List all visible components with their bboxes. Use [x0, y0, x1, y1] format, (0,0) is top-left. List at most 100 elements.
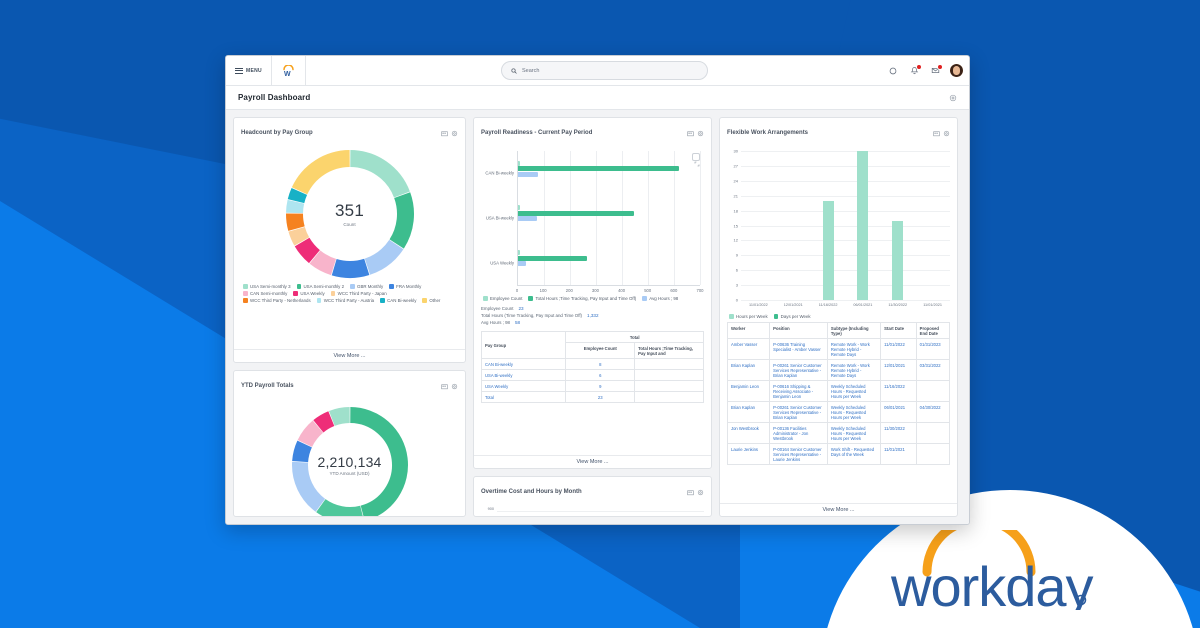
table-cell[interactable]: 11/16/2022 [880, 380, 917, 402]
bar[interactable] [518, 216, 538, 222]
donut-segment[interactable] [349, 150, 410, 198]
table-cell[interactable]: Benjamin Leon [726, 380, 771, 402]
legend-item[interactable]: CAN Bi-weekly [380, 298, 416, 303]
donut-segment[interactable] [328, 407, 350, 426]
table-cell[interactable]: 11/01/2021 [880, 443, 917, 465]
bar[interactable] [822, 200, 834, 300]
legend-item[interactable]: USA Semi-monthly 3 [243, 284, 291, 289]
donut-segment[interactable] [388, 192, 414, 249]
stat-value[interactable]: 23 [518, 306, 524, 311]
table-cell[interactable]: 04/30/2022 [915, 401, 951, 423]
expand-icon[interactable] [692, 153, 700, 166]
donut-segment[interactable] [331, 258, 369, 278]
table-cell[interactable]: 23 [565, 391, 636, 403]
inbox-icon[interactable] [929, 63, 943, 77]
view-more-link[interactable]: View More ... [720, 503, 957, 516]
legend-item[interactable]: Employee Count [483, 296, 522, 301]
legend-item[interactable]: GBR Monthly [350, 284, 383, 289]
chart-type-icon[interactable] [441, 124, 448, 142]
avatar[interactable] [950, 64, 963, 77]
table-cell[interactable]: Total [480, 391, 567, 403]
donut-segment[interactable] [315, 498, 363, 516]
table-cell[interactable]: 01/31/2023 [915, 338, 951, 360]
legend-item[interactable]: CAN Semi-monthly [243, 291, 287, 296]
legend-item[interactable]: USA Semi-monthly 2 [296, 284, 344, 289]
chart-type-icon[interactable] [687, 124, 694, 142]
ytd-donut-chart[interactable]: 2,210,134 YTD Amount (USD) [241, 400, 458, 516]
table-cell[interactable]: 9 [565, 380, 636, 392]
table-cell[interactable]: P-00636 Training Specialist - Amber Vass… [769, 338, 828, 360]
table-cell[interactable]: Remote Work - Work Remote Hybrid - Remot… [826, 359, 882, 381]
table-cell[interactable]: Amber Vasser [726, 338, 771, 360]
table-cell[interactable]: Weekly Scheduled Hours - Requested Hours… [826, 380, 882, 402]
stat-value[interactable]: 1,332 [587, 313, 599, 318]
data-point[interactable] [643, 516, 646, 517]
legend-item[interactable]: Hours per Week [729, 314, 768, 319]
bar[interactable] [518, 160, 521, 166]
chart-type-icon[interactable] [687, 483, 694, 501]
bar[interactable] [518, 250, 521, 256]
chart-type-icon[interactable] [933, 124, 940, 142]
donut-segment[interactable] [285, 199, 304, 214]
legend-item[interactable]: Other [422, 298, 440, 303]
gear-icon[interactable] [451, 124, 458, 142]
bar[interactable] [518, 260, 526, 266]
donut-segment[interactable] [349, 407, 408, 516]
table-cell[interactable]: P-00164 Senior Customer Services Represe… [769, 443, 828, 465]
bar[interactable] [518, 210, 635, 216]
flexible-work-bar-chart[interactable]: 30 27 24 21 18 15 12 9 6 3 0 11/01/2022 12/01/2021 11… [727, 147, 950, 313]
view-more-link[interactable]: View More ... [234, 349, 465, 362]
table-cell[interactable]: P-00261 Senior Customer Services Represe… [769, 359, 828, 381]
table-cell[interactable]: Jon Westbrook [726, 422, 771, 444]
table-cell[interactable]: 8 [565, 358, 636, 370]
bar[interactable] [518, 255, 588, 261]
table-cell[interactable]: USA Bi-weekly [480, 369, 567, 381]
bar[interactable] [857, 151, 869, 300]
gear-icon[interactable] [697, 483, 704, 501]
bar[interactable] [518, 205, 520, 211]
gear-icon[interactable] [943, 124, 950, 142]
legend-item[interactable]: FRA Monthly [389, 284, 421, 289]
menu-button[interactable]: MENU [226, 56, 272, 85]
table-cell[interactable]: USA Weekly [480, 380, 567, 392]
table-cell[interactable]: Brian Kaplan [726, 359, 771, 381]
table-cell[interactable]: P-00261 Senior Customer Services Represe… [769, 401, 828, 423]
bar[interactable] [518, 171, 539, 177]
stat-value[interactable]: 58 [514, 320, 521, 325]
data-point[interactable] [690, 516, 693, 517]
table-cell[interactable]: Brian Kaplan [726, 401, 771, 423]
donut-segment[interactable] [363, 239, 403, 275]
legend-item[interactable]: WCC Third Party - Netherlands [243, 298, 311, 303]
legend-item[interactable]: WCC Third Party - Japan [330, 291, 387, 296]
donut-segment[interactable] [285, 213, 305, 231]
table-cell[interactable]: Weekly Scheduled Hours - Requested Hours… [826, 401, 882, 423]
workday-w-logo[interactable]: W [272, 56, 306, 85]
table-cell[interactable]: 6 [565, 369, 636, 381]
overtime-line-chart[interactable]: 900 800 [488, 507, 704, 517]
table-cell[interactable]: Weekly Scheduled Hours - Requested Hours… [826, 422, 882, 444]
table-cell[interactable]: P-00136 Facilities Administrator - Jon W… [769, 422, 828, 444]
donut-segment[interactable] [287, 187, 307, 204]
table-cell[interactable]: P-00616 Shipping & Receiving Associate -… [769, 380, 828, 402]
chart-type-icon[interactable] [441, 377, 448, 395]
legend-item[interactable]: Total Hours ;Time Tracking, Pay Input an… [528, 296, 636, 301]
table-cell[interactable]: 11/30/2022 [880, 422, 917, 444]
bar[interactable] [518, 166, 679, 172]
notifications-icon[interactable] [908, 63, 922, 77]
gear-icon[interactable] [697, 124, 704, 142]
legend-item[interactable]: USA Weekly [293, 291, 325, 296]
table-cell[interactable]: 11/01/2022 [880, 338, 917, 360]
table-cell[interactable]: Work Shift - Requested Days of the Week [826, 443, 882, 465]
table-cell[interactable]: 03/31/2022 [915, 359, 951, 381]
gear-icon[interactable] [451, 377, 458, 395]
table-cell[interactable]: CAN Bi-weekly [480, 358, 567, 370]
donut-segment[interactable] [309, 250, 336, 276]
payroll-readiness-bar-chart[interactable]: CAN Bi-weekly USA Bi-weekly USA Weekly 0 10… [481, 147, 704, 295]
headcount-donut-chart[interactable]: 351 Count [241, 147, 458, 283]
donut-segment[interactable] [297, 420, 323, 448]
table-cell[interactable]: Laurie Jenkins [726, 443, 771, 465]
donut-segment[interactable] [291, 440, 312, 463]
donut-segment[interactable] [287, 226, 309, 246]
view-more-link[interactable]: View More ... [474, 455, 711, 468]
donut-segment[interactable] [291, 150, 350, 195]
